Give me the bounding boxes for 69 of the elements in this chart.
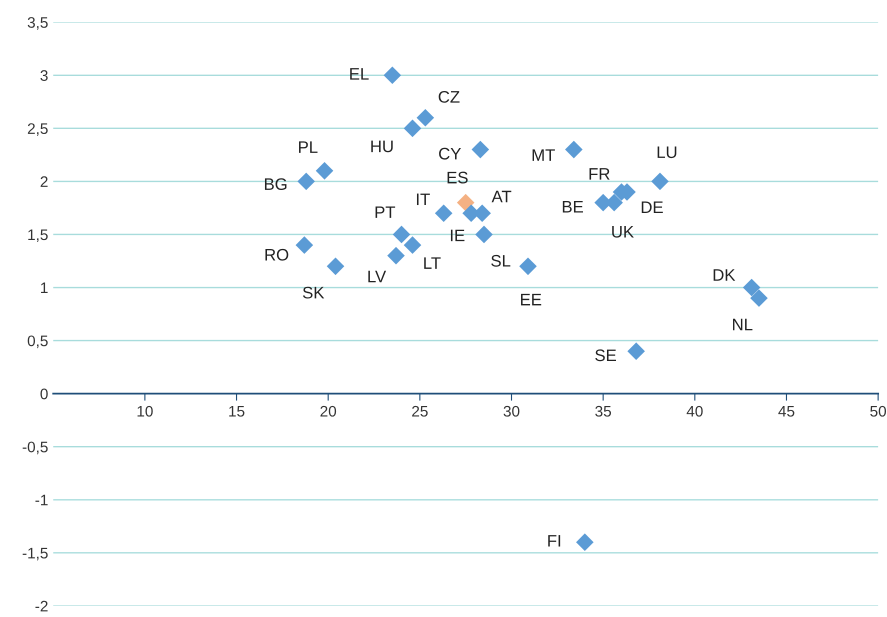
annotation: SE xyxy=(595,349,616,362)
y-tick-label: 1,5 xyxy=(28,229,48,242)
point xyxy=(475,226,493,244)
y-tick-label: -1 xyxy=(35,494,48,506)
annotation: SL xyxy=(491,254,510,267)
annotation: IE xyxy=(450,230,464,242)
annotation: IT xyxy=(416,194,430,206)
annotation: AT xyxy=(492,190,512,202)
y-tick-label: 1 xyxy=(41,282,48,294)
annotation: BE xyxy=(562,201,584,212)
point xyxy=(742,278,760,296)
x-tick-label: 40 xyxy=(686,406,703,417)
point xyxy=(472,140,490,158)
annotation: LT xyxy=(424,257,441,269)
annotation: MT xyxy=(532,149,555,161)
point xyxy=(576,533,594,552)
y-tick-label: 0,5 xyxy=(28,335,48,348)
point xyxy=(416,108,434,127)
annotation: UK xyxy=(612,226,634,238)
x-tick-label: 45 xyxy=(778,406,794,417)
annotation: CZ xyxy=(438,90,460,103)
y-tick-label: 0 xyxy=(40,388,48,400)
y-tick-label: -0,5 xyxy=(22,442,48,454)
annotation: LU xyxy=(658,146,676,158)
y-tick-label: -1,5 xyxy=(22,548,48,560)
point xyxy=(750,289,768,307)
point xyxy=(384,66,402,84)
y-tick-label: -2 xyxy=(35,600,48,612)
y-tick-label: 3,5 xyxy=(28,17,48,30)
point xyxy=(392,226,410,244)
point xyxy=(404,236,422,254)
annotation: FR xyxy=(590,168,610,180)
point xyxy=(519,258,537,276)
point xyxy=(565,140,583,158)
point xyxy=(651,172,669,190)
x-tick-label: 30 xyxy=(504,406,520,417)
point xyxy=(297,172,315,190)
annotation: EE xyxy=(521,294,542,306)
annotation: RO xyxy=(265,248,288,261)
annotation: HU xyxy=(371,140,393,152)
x-tick-label: 10 xyxy=(138,406,153,417)
point xyxy=(456,194,474,212)
annotation: BG xyxy=(264,178,286,190)
x-tick-label: 15 xyxy=(229,406,244,417)
point xyxy=(434,204,452,222)
annotation: CY xyxy=(439,148,461,160)
x-tick-label: 25 xyxy=(412,406,428,417)
y-tick-label: 2,5 xyxy=(28,123,48,136)
point xyxy=(326,258,344,276)
x-tick-label: 20 xyxy=(320,406,336,417)
point xyxy=(387,246,405,264)
x-tick-label: 35 xyxy=(595,406,612,417)
point xyxy=(627,342,645,360)
annotation: PL xyxy=(299,141,318,153)
annotation: SK xyxy=(302,286,324,299)
point xyxy=(296,236,314,254)
annotation: FI xyxy=(548,535,560,547)
annotation: DE xyxy=(642,202,663,213)
point xyxy=(404,120,422,138)
annotation: EL xyxy=(350,68,369,80)
annotation: NL xyxy=(733,318,752,330)
y-tick-label: 2 xyxy=(40,176,48,187)
annotation: DK xyxy=(714,269,736,281)
annotation: LV xyxy=(368,270,386,282)
point xyxy=(316,162,334,180)
y-tick-label: 3 xyxy=(40,70,48,81)
x-tick-label: 50 xyxy=(870,406,886,417)
annotation: PT xyxy=(376,206,396,218)
annotation: ES xyxy=(448,172,468,184)
